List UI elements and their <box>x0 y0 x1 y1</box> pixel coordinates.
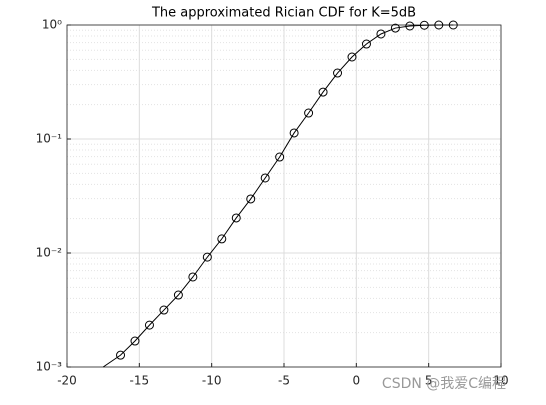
marker <box>130 336 140 346</box>
marker <box>434 20 444 30</box>
marker <box>304 108 314 118</box>
y-tick-label: 10⁻¹ <box>36 132 63 146</box>
marker <box>217 234 227 244</box>
y-tick-label: 10⁻² <box>36 246 63 260</box>
x-tick-label: -10 <box>202 374 222 388</box>
marker <box>419 20 429 30</box>
marker <box>289 128 299 138</box>
marker <box>188 272 198 282</box>
marker <box>333 68 343 78</box>
chart-title: The approximated Rician CDF for K=5dB <box>151 6 416 21</box>
watermark: CSDN @我爱C编程 <box>382 376 506 392</box>
marker <box>116 350 126 360</box>
marker <box>376 29 386 39</box>
curve <box>102 24 454 368</box>
x-tick-label: 0 <box>353 374 361 388</box>
marker <box>405 21 415 31</box>
marker <box>260 173 270 183</box>
marker <box>173 290 183 300</box>
marker <box>246 194 256 204</box>
y-tick-label: 10⁻³ <box>36 360 63 374</box>
x-tick-label: -15 <box>130 374 150 388</box>
marker <box>202 252 212 262</box>
x-tick-label: 5 <box>425 374 433 388</box>
marker <box>347 52 357 62</box>
x-tick-label: -20 <box>57 374 77 388</box>
x-tick-label: 10 <box>493 374 508 388</box>
marker <box>144 320 154 330</box>
marker <box>448 20 458 30</box>
marker <box>275 152 285 162</box>
x-tick-label: -5 <box>278 374 290 388</box>
marker <box>159 305 169 315</box>
marker <box>390 23 400 33</box>
marker <box>231 213 241 223</box>
marker <box>318 87 328 97</box>
marker <box>361 39 371 49</box>
y-tick-label: 10⁰ <box>42 18 62 32</box>
